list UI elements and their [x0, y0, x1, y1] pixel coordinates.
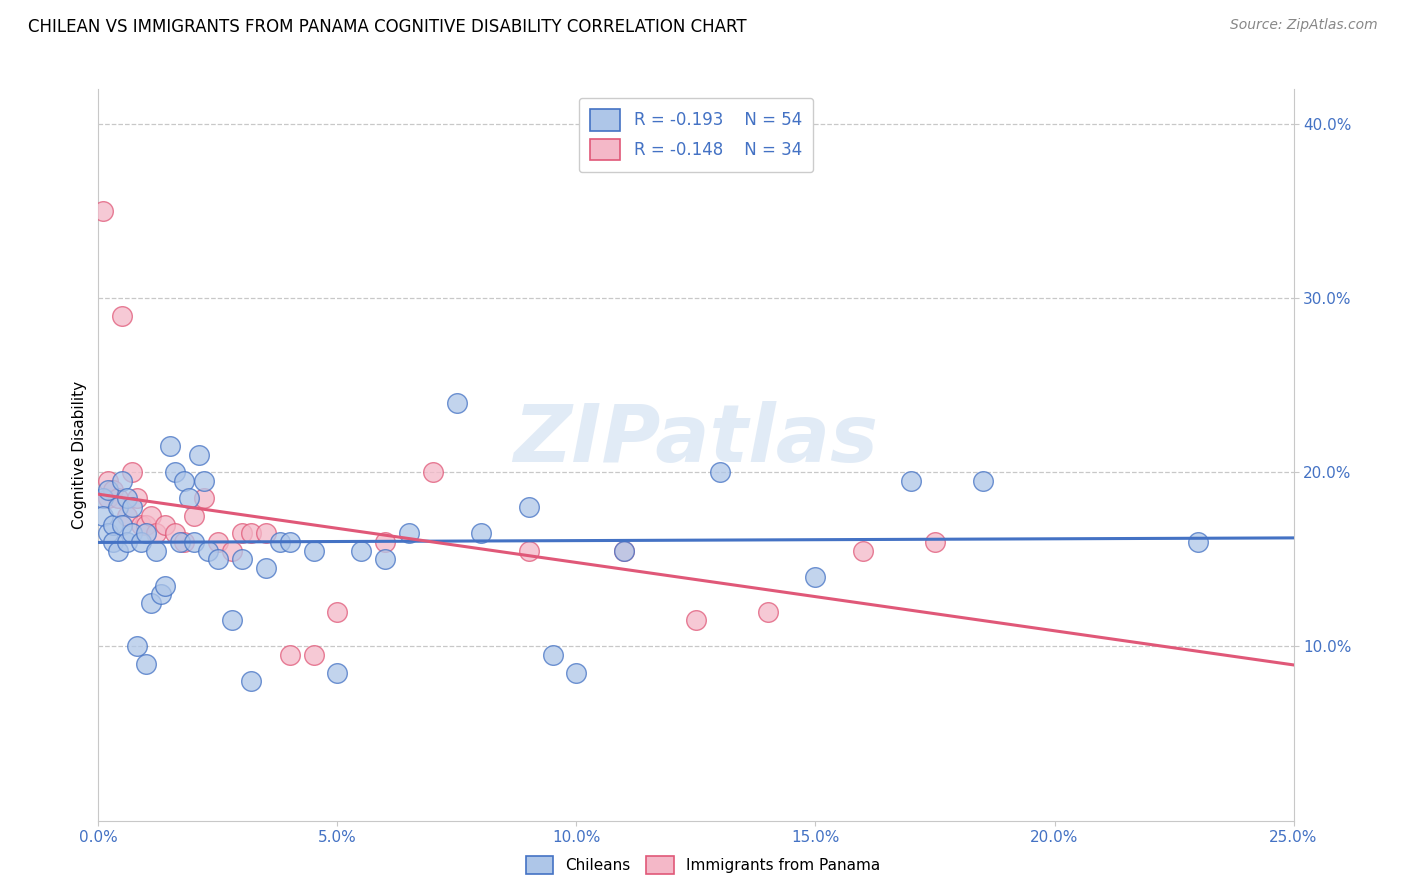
Point	[145, 526, 167, 541]
Legend: R = -0.193    N = 54, R = -0.148    N = 34: R = -0.193 N = 54, R = -0.148 N = 34	[578, 97, 814, 172]
Point	[149, 587, 172, 601]
Point	[254, 561, 277, 575]
Point	[207, 535, 229, 549]
Point	[470, 526, 492, 541]
Point	[972, 474, 994, 488]
Point	[900, 474, 922, 488]
Point	[91, 204, 114, 219]
Point	[101, 517, 124, 532]
Text: CHILEAN VS IMMIGRANTS FROM PANAMA COGNITIVE DISABILITY CORRELATION CHART: CHILEAN VS IMMIGRANTS FROM PANAMA COGNIT…	[28, 18, 747, 36]
Point	[326, 605, 349, 619]
Point	[278, 535, 301, 549]
Point	[852, 543, 875, 558]
Point	[517, 500, 540, 515]
Point	[613, 543, 636, 558]
Point	[97, 491, 120, 506]
Point	[155, 517, 177, 532]
Point	[111, 517, 134, 532]
Point	[135, 526, 157, 541]
Y-axis label: Cognitive Disability: Cognitive Disability	[72, 381, 87, 529]
Point	[326, 665, 349, 680]
Point	[187, 448, 209, 462]
Point	[163, 466, 186, 480]
Point	[107, 491, 129, 506]
Point	[269, 535, 291, 549]
Point	[173, 535, 195, 549]
Point	[111, 474, 134, 488]
Point	[193, 474, 215, 488]
Point	[107, 543, 129, 558]
Point	[565, 665, 588, 680]
Point	[135, 517, 157, 532]
Point	[240, 674, 263, 689]
Point	[121, 500, 143, 515]
Point	[302, 543, 325, 558]
Point	[207, 552, 229, 566]
Point	[179, 491, 201, 506]
Point	[231, 526, 253, 541]
Point	[131, 517, 153, 532]
Point	[169, 535, 191, 549]
Point	[135, 657, 157, 671]
Point	[107, 500, 129, 515]
Point	[111, 309, 134, 323]
Point	[125, 640, 148, 654]
Point	[101, 483, 124, 497]
Point	[374, 535, 396, 549]
Point	[302, 648, 325, 663]
Point	[193, 491, 215, 506]
Point	[613, 543, 636, 558]
Point	[139, 508, 162, 523]
Point	[804, 570, 827, 584]
Point	[91, 508, 114, 523]
Text: Source: ZipAtlas.com: Source: ZipAtlas.com	[1230, 18, 1378, 32]
Point	[159, 439, 181, 453]
Point	[115, 491, 138, 506]
Point	[97, 474, 120, 488]
Point	[97, 526, 120, 541]
Point	[197, 543, 219, 558]
Point	[231, 552, 253, 566]
Point	[163, 526, 186, 541]
Text: ZIPatlas: ZIPatlas	[513, 401, 879, 479]
Point	[1187, 535, 1209, 549]
Point	[278, 648, 301, 663]
Point	[155, 578, 177, 592]
Point	[517, 543, 540, 558]
Point	[240, 526, 263, 541]
Point	[254, 526, 277, 541]
Legend: Chileans, Immigrants from Panama: Chileans, Immigrants from Panama	[520, 850, 886, 880]
Point	[374, 552, 396, 566]
Point	[221, 543, 243, 558]
Point	[115, 535, 138, 549]
Point	[115, 508, 138, 523]
Point	[139, 596, 162, 610]
Point	[97, 483, 120, 497]
Point	[924, 535, 946, 549]
Point	[91, 491, 114, 506]
Point	[756, 605, 779, 619]
Point	[446, 395, 468, 409]
Point	[350, 543, 373, 558]
Point	[125, 491, 148, 506]
Point	[121, 466, 143, 480]
Point	[183, 535, 205, 549]
Point	[145, 543, 167, 558]
Point	[121, 526, 143, 541]
Point	[173, 474, 195, 488]
Point	[709, 466, 731, 480]
Point	[398, 526, 420, 541]
Point	[131, 535, 153, 549]
Point	[221, 613, 243, 627]
Point	[541, 648, 564, 663]
Point	[685, 613, 707, 627]
Point	[183, 508, 205, 523]
Point	[422, 466, 444, 480]
Point	[101, 535, 124, 549]
